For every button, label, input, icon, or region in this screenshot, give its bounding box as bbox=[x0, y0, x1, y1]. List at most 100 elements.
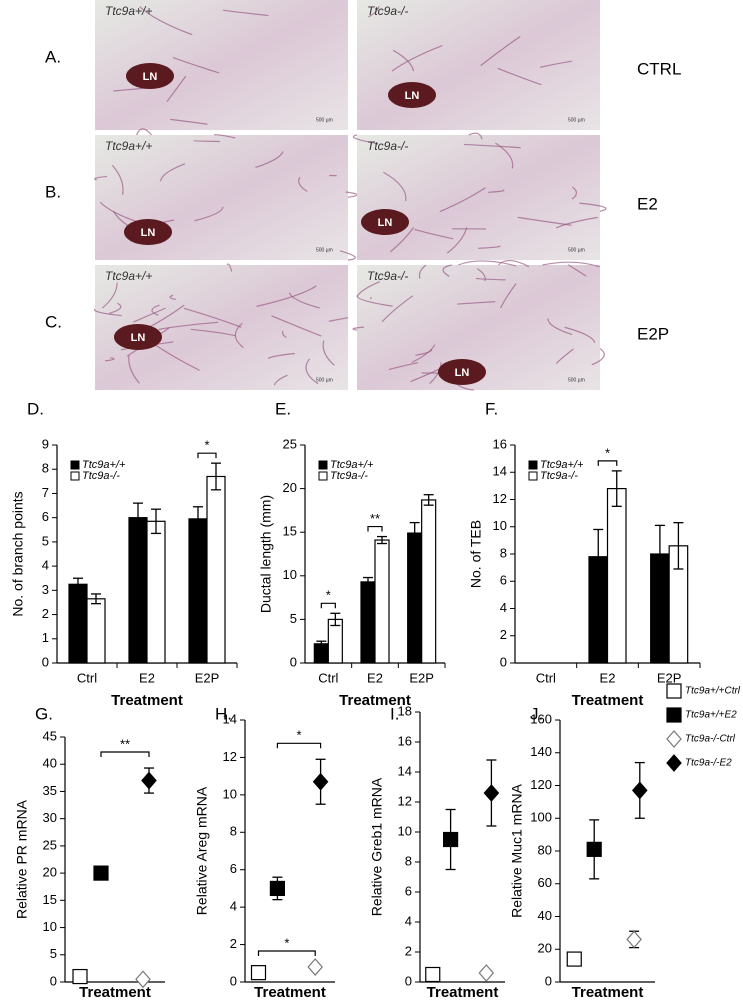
point bbox=[269, 880, 285, 897]
bar bbox=[188, 518, 208, 664]
row-label: B. bbox=[45, 182, 61, 201]
scale-bar-label: 500 µm bbox=[568, 377, 585, 383]
duct bbox=[497, 259, 530, 268]
y-tick-label: 80 bbox=[538, 842, 552, 857]
significance-bracket bbox=[276, 742, 322, 749]
duct bbox=[555, 216, 598, 229]
y-tick-label: 6 bbox=[42, 509, 49, 524]
legend-swatch bbox=[318, 460, 328, 470]
y-tick-label: 1 bbox=[42, 630, 49, 645]
duct bbox=[383, 171, 407, 202]
duct bbox=[457, 301, 496, 305]
significance-bracket bbox=[597, 460, 618, 466]
y-tick-label: 15 bbox=[283, 524, 297, 539]
x-tick-label: E2P bbox=[409, 670, 434, 685]
duct bbox=[352, 326, 365, 331]
point bbox=[93, 865, 109, 881]
x-axis-title: Treatment bbox=[572, 984, 644, 1001]
bar bbox=[68, 583, 88, 664]
y-tick-label: 120 bbox=[530, 777, 552, 792]
y-tick-label: 20 bbox=[538, 941, 552, 956]
bar bbox=[374, 539, 390, 664]
duct bbox=[234, 322, 244, 349]
y-tick-label: 5 bbox=[42, 533, 49, 548]
point bbox=[586, 841, 602, 857]
scale-bar-label: 500 µm bbox=[568, 247, 585, 253]
row-label: A. bbox=[45, 47, 61, 66]
x-tick-label: E2P bbox=[657, 670, 682, 685]
y-tick-label: 0 bbox=[42, 654, 49, 669]
significance-bracket bbox=[197, 452, 217, 459]
significance-bracket bbox=[320, 602, 336, 609]
panel-label: F. bbox=[485, 399, 498, 418]
y-tick-label: 8 bbox=[405, 853, 412, 868]
lymph-node-label: LN bbox=[131, 332, 146, 344]
lymph-node bbox=[114, 324, 162, 350]
duct bbox=[381, 295, 414, 323]
significance-label: ** bbox=[120, 736, 130, 751]
panel-label: H. bbox=[215, 704, 232, 723]
y-tick-label: 100 bbox=[530, 810, 552, 825]
duct bbox=[152, 342, 200, 371]
y-tick-label: 14 bbox=[493, 464, 507, 479]
condition-label: CTRL bbox=[637, 59, 681, 78]
legend-marker bbox=[666, 754, 682, 772]
point bbox=[632, 781, 648, 800]
duct bbox=[564, 326, 596, 344]
duct bbox=[298, 176, 308, 192]
duct bbox=[267, 352, 295, 360]
panel-label: I. bbox=[390, 704, 399, 723]
bar bbox=[206, 475, 226, 664]
x-tick-label: E2 bbox=[600, 670, 616, 685]
y-tick-label: 0 bbox=[290, 654, 297, 669]
significance-label: ** bbox=[370, 511, 380, 526]
duct bbox=[133, 307, 166, 323]
scale-bar-label: 500 µm bbox=[316, 377, 333, 383]
bar bbox=[146, 520, 166, 664]
duct bbox=[158, 321, 219, 331]
lymph-node-label: LN bbox=[405, 90, 420, 102]
significance-bracket bbox=[100, 751, 150, 758]
x-tick-label: Ctrl bbox=[77, 670, 97, 685]
legend-marker bbox=[666, 730, 682, 748]
y-tick-label: 8 bbox=[500, 545, 507, 560]
legend-marker bbox=[666, 683, 682, 699]
scale-bar-label: 500 µm bbox=[316, 247, 333, 253]
duct bbox=[418, 264, 427, 279]
y-tick-label: 140 bbox=[530, 744, 552, 759]
duct bbox=[288, 292, 320, 309]
point bbox=[478, 964, 495, 982]
x-axis-title: Treatment bbox=[79, 984, 151, 1001]
significance-label: * bbox=[326, 588, 331, 603]
x-tick-label: E2P bbox=[195, 670, 220, 685]
duct bbox=[414, 228, 454, 240]
duct bbox=[159, 163, 186, 182]
y-tick-label: 40 bbox=[43, 756, 57, 771]
duct bbox=[475, 277, 506, 281]
significance-label: * bbox=[204, 438, 209, 453]
duct bbox=[183, 307, 242, 328]
duct bbox=[497, 67, 542, 86]
x-axis-title: Treatment bbox=[254, 984, 326, 1001]
x-tick-label: E2 bbox=[367, 670, 383, 685]
y-tick-label: 10 bbox=[493, 518, 507, 533]
y-tick-label: 9 bbox=[42, 436, 49, 451]
legend-label: Ttc9a+/+E2 bbox=[685, 710, 737, 721]
y-tick-label: 4 bbox=[230, 899, 237, 914]
duct bbox=[457, 260, 517, 267]
duct bbox=[476, 268, 486, 282]
y-tick-label: 12 bbox=[493, 491, 507, 506]
y-axis-title: Relative PR mRNA bbox=[14, 799, 30, 919]
y-tick-label: 6 bbox=[405, 883, 412, 898]
legend-label: Ttc9a+/+ bbox=[330, 459, 374, 471]
duct bbox=[499, 283, 517, 309]
legend-swatch bbox=[318, 471, 328, 481]
duct bbox=[579, 202, 607, 212]
legend-label: Ttc9a-/- bbox=[540, 470, 578, 482]
duct bbox=[369, 296, 372, 300]
duct bbox=[101, 282, 118, 309]
duct bbox=[547, 318, 573, 336]
x-axis-title: Treatment bbox=[427, 984, 499, 1001]
y-tick-label: 45 bbox=[43, 728, 57, 743]
legend-swatch bbox=[70, 471, 80, 481]
